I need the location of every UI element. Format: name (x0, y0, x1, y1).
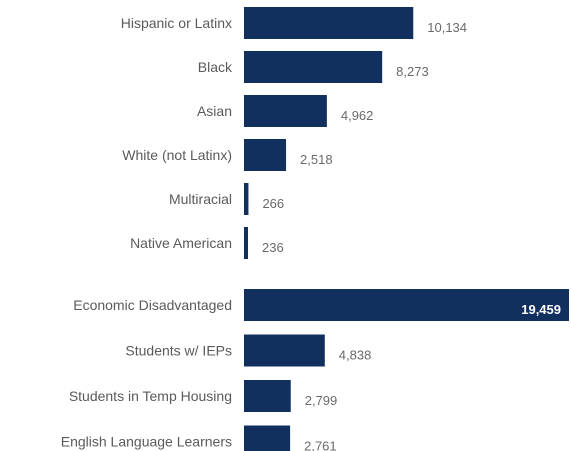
bar (244, 95, 327, 127)
bar (244, 425, 291, 451)
category-label: Students in Temp Housing (69, 388, 232, 404)
value-label: 4,962 (341, 108, 374, 123)
bar (244, 380, 291, 412)
bar (244, 51, 383, 83)
category-label: Native American (130, 235, 232, 251)
category-label: Hispanic or Latinx (121, 15, 232, 31)
value-label: 8,273 (396, 64, 429, 79)
bar-group-1: Hispanic or Latinx 10,134 Black 8,273 Asian 4… (121, 7, 467, 259)
value-label: 4,838 (339, 348, 372, 363)
bar-group-2: Economic Disadvantaged 19,459 Students w/ … (61, 289, 569, 451)
bar (244, 334, 325, 367)
bar (244, 227, 248, 259)
bar (244, 139, 287, 171)
value-label: 2,761 (304, 439, 337, 451)
category-label: Black (198, 59, 233, 75)
value-label: 266 (262, 196, 284, 211)
category-label: Students w/ IEPs (125, 343, 232, 359)
value-label: 19,459 (521, 302, 561, 317)
category-label: Multiracial (169, 191, 232, 207)
bar (244, 183, 249, 215)
value-label: 2,518 (300, 152, 333, 167)
category-label: English Language Learners (61, 434, 232, 450)
value-label: 236 (262, 240, 284, 255)
category-label: Economic Disadvantaged (73, 297, 232, 313)
value-label: 2,799 (305, 393, 338, 408)
bar (244, 289, 569, 321)
bar (244, 7, 414, 39)
category-label: Asian (197, 103, 232, 119)
category-label: White (not Latinx) (122, 147, 232, 163)
value-label: 10,134 (427, 20, 467, 35)
